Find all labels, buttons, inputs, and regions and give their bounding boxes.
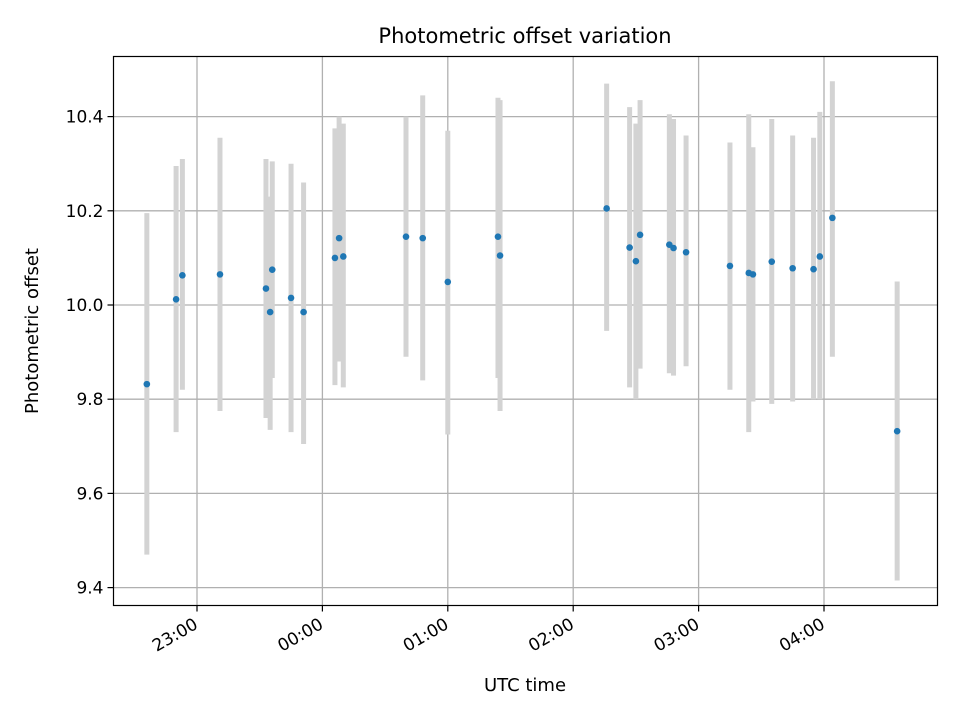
data-point <box>632 257 640 265</box>
data-point <box>789 264 796 272</box>
data-point <box>444 278 452 286</box>
data-point <box>829 214 836 222</box>
data-point <box>419 234 427 242</box>
y-tick-label: 10.4 <box>66 108 104 128</box>
data-point <box>300 308 307 316</box>
chart-title: Photometric offset variation <box>378 24 671 48</box>
data-point <box>179 272 186 279</box>
data-point <box>603 205 610 212</box>
y-tick-label: 9.4 <box>76 579 103 599</box>
data-point <box>143 380 151 388</box>
data-point <box>266 308 274 316</box>
data-point <box>494 233 502 241</box>
y-tick-label: 10.0 <box>66 296 104 316</box>
y-tick-label: 10.2 <box>66 202 104 222</box>
data-point <box>172 296 180 303</box>
data-points <box>143 205 901 435</box>
data-point <box>893 427 901 435</box>
x-axis-label: UTC time <box>484 675 566 696</box>
data-point <box>331 254 339 262</box>
data-point <box>682 248 690 256</box>
data-point <box>768 258 776 265</box>
y-axis-label: Photometric offset <box>22 248 43 414</box>
data-point <box>340 253 347 260</box>
data-point <box>670 244 677 252</box>
data-point <box>287 294 295 302</box>
data-point <box>749 271 757 278</box>
data-point <box>636 231 644 239</box>
data-point <box>335 234 343 242</box>
data-point <box>810 265 817 273</box>
data-point <box>402 233 410 241</box>
data-point <box>626 244 633 251</box>
y-tick-label: 9.6 <box>76 484 103 504</box>
data-point <box>268 266 276 273</box>
data-point <box>726 262 734 270</box>
data-point <box>496 252 504 259</box>
y-tick-label: 9.8 <box>76 390 103 410</box>
plot-frame <box>112 55 939 607</box>
data-point <box>816 253 824 260</box>
data-point <box>216 271 224 278</box>
data-point <box>262 285 270 292</box>
